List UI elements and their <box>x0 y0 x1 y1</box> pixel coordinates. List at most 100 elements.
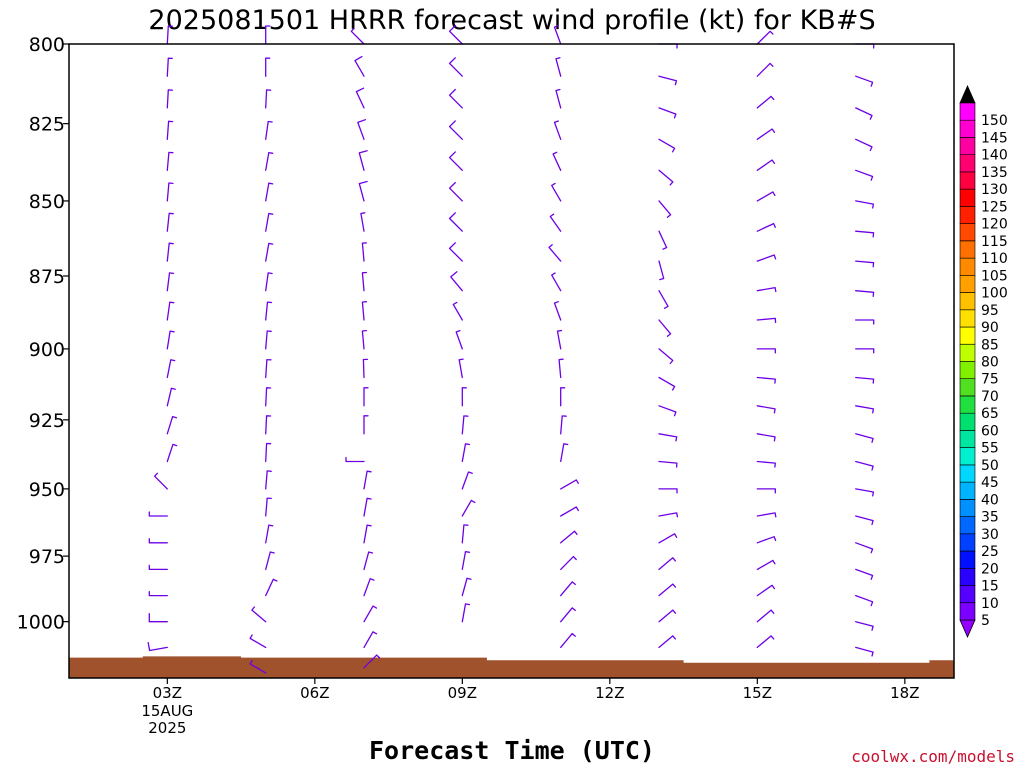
wind-barb <box>556 329 563 350</box>
wind-barb <box>363 631 378 649</box>
colorbar-swatch <box>959 447 976 466</box>
wind-barb <box>558 358 564 379</box>
wind-barb <box>448 212 463 232</box>
wind-barb <box>658 138 676 153</box>
wind-barb <box>265 442 272 463</box>
wind-barb <box>553 301 562 321</box>
colorbar-swatch <box>959 378 976 397</box>
colorbar-swatch <box>959 516 976 535</box>
y-tick-label: 825 <box>29 114 65 136</box>
wind-barb <box>355 87 365 109</box>
colorbar-swatch <box>959 464 976 483</box>
wind-barb <box>265 212 274 232</box>
colorbar-label: 45 <box>981 475 999 491</box>
wind-barb <box>560 555 577 571</box>
wind-barb <box>363 415 369 435</box>
wind-barb <box>166 151 174 171</box>
colorbar-swatch <box>959 119 976 138</box>
wind-barb <box>855 376 875 384</box>
colorbar-label: 120 <box>981 217 1008 233</box>
wind-barb <box>265 89 272 109</box>
wind-barb <box>461 415 469 435</box>
wind-barb <box>265 330 272 350</box>
wind-barb <box>855 542 874 554</box>
wind-barb <box>265 242 274 262</box>
wind-barb <box>658 460 678 468</box>
wind-barb <box>756 433 776 442</box>
wind-barb <box>265 387 272 407</box>
credit-text: coolwx.com/models <box>851 747 1015 766</box>
wind-barb <box>461 387 467 407</box>
y-tick-label: 950 <box>29 479 65 501</box>
wind-barb <box>855 515 874 526</box>
wind-barb <box>855 646 874 657</box>
wind-barb <box>147 642 168 652</box>
wind-barb <box>560 530 578 544</box>
colorbar-label: 90 <box>981 320 999 336</box>
wind-barb <box>658 75 678 86</box>
wind-barb <box>265 358 272 379</box>
wind-barb <box>265 524 274 544</box>
wind-barb <box>265 301 273 321</box>
wind-barb <box>251 606 267 623</box>
wind-barb <box>148 511 168 517</box>
wind-barb <box>756 488 776 494</box>
wind-barb <box>658 230 668 250</box>
wind-barb <box>361 329 368 350</box>
wind-barb <box>658 290 669 309</box>
wind-barb <box>658 609 677 623</box>
wind-barb <box>855 138 873 152</box>
colorbar-low-cap <box>959 619 976 638</box>
wind-barb <box>166 182 174 202</box>
wind-barb <box>361 242 368 262</box>
wind-barb <box>756 512 777 518</box>
x-tick-label: 06Z <box>300 684 329 702</box>
colorbar-label: 145 <box>981 131 1008 147</box>
colorbar-label: 50 <box>981 458 999 474</box>
wind-barb <box>363 605 378 623</box>
wind-barb <box>148 538 168 544</box>
colorbar-swatch <box>959 550 976 569</box>
wind-barb <box>455 329 463 350</box>
wind-barb <box>658 376 676 391</box>
wind-barb <box>166 89 173 109</box>
wind-barb <box>555 57 562 77</box>
wind-barb <box>756 460 776 468</box>
wind-barb <box>658 557 677 571</box>
wind-barb <box>350 27 365 45</box>
wind-barb <box>345 456 365 463</box>
wind-barb <box>166 242 174 262</box>
wind-barb <box>658 200 672 218</box>
wind-barb <box>166 387 176 407</box>
wind-barb <box>756 405 776 414</box>
y-tick-label: 975 <box>29 546 65 568</box>
x-tick-label: 03Z <box>153 684 182 702</box>
wind-barb <box>448 57 463 77</box>
y-tick-label: 1000 <box>17 612 65 634</box>
wind-barb <box>363 387 369 407</box>
wind-barb <box>855 594 874 607</box>
wind-barb <box>153 472 168 490</box>
wind-barb <box>855 75 874 87</box>
wind-barb <box>357 119 367 140</box>
colorbar-label: 130 <box>981 182 1008 198</box>
wind-barb <box>855 200 875 209</box>
wind-barb <box>363 578 375 597</box>
colorbar-label: 40 <box>981 492 999 508</box>
wind-barb <box>166 443 178 463</box>
wind-barb <box>148 590 168 597</box>
colorbar-swatch <box>959 102 976 121</box>
chart-title: 2025081501 HRRR forecast wind profile (k… <box>148 5 875 36</box>
wind-barb <box>560 581 576 597</box>
colorbar-label: 80 <box>981 355 999 371</box>
wind-barb <box>461 577 472 597</box>
colorbar-label: 15 <box>981 579 999 595</box>
wind-barb <box>658 512 679 518</box>
wind-barb <box>552 151 562 171</box>
colorbar-swatch <box>959 274 976 293</box>
wind-barb <box>658 405 677 417</box>
terrain-layer <box>69 656 954 678</box>
wind-barb <box>549 213 562 232</box>
colorbar-swatch <box>959 223 976 242</box>
wind-barb <box>265 25 271 45</box>
